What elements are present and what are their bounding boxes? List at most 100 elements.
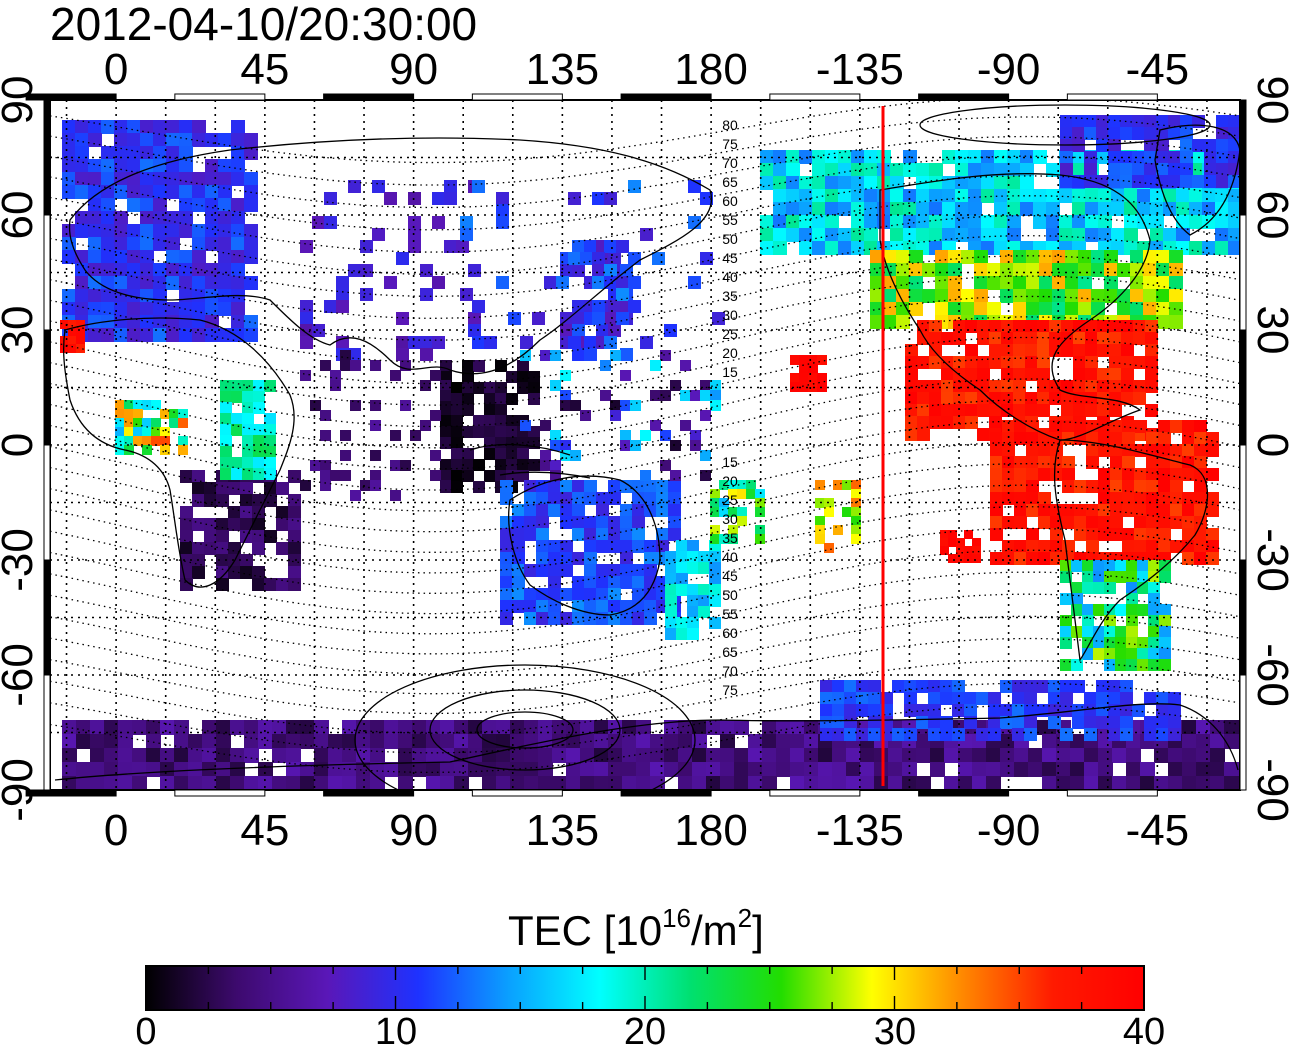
tec-cell-1624 bbox=[940, 530, 949, 539]
tec-cell-1686 bbox=[230, 720, 245, 735]
tec-cell-1227 bbox=[1110, 420, 1123, 433]
tec-cell-1061 bbox=[1145, 320, 1158, 333]
tec-cell-2001 bbox=[272, 776, 287, 790]
tec-cell-2129 bbox=[1132, 704, 1145, 717]
tec-cell-2191 bbox=[300, 240, 313, 253]
tec-cell-1381 bbox=[1050, 540, 1063, 553]
tec-cell-1363 bbox=[990, 528, 1003, 541]
tec-cell-1395 bbox=[1026, 552, 1039, 565]
tec-cell-1964 bbox=[860, 762, 875, 777]
tec-cell-1012 bbox=[1052, 302, 1066, 316]
tec-cell-493 bbox=[524, 516, 537, 529]
tec-cell-914 bbox=[883, 250, 897, 264]
tec-cell-802 bbox=[1124, 202, 1138, 216]
tec-cell-1474 bbox=[1093, 648, 1105, 660]
tec-cell-2367 bbox=[560, 450, 571, 461]
tec-cell-569 bbox=[584, 588, 597, 601]
tec-cell-1925 bbox=[300, 762, 315, 777]
tec-cell-1789 bbox=[594, 734, 609, 749]
tec-cell-2045 bbox=[972, 776, 987, 790]
contour-label-s-50: 50 bbox=[722, 587, 738, 603]
tec-cell-2119 bbox=[1012, 704, 1025, 717]
tec-cell-97 bbox=[179, 211, 193, 225]
tec-cell-357 bbox=[276, 482, 289, 495]
tec-cell-2068 bbox=[916, 680, 929, 693]
tec-cell-121 bbox=[140, 237, 154, 251]
tec-cell-487 bbox=[632, 504, 645, 517]
tec-cell-434 bbox=[264, 424, 276, 436]
tec-cell-101 bbox=[62, 224, 76, 238]
tec-cell-1906 bbox=[1168, 748, 1183, 763]
tec-cell-481 bbox=[536, 504, 549, 517]
tec-cell-832 bbox=[1046, 215, 1060, 229]
tec-cell-786 bbox=[890, 202, 904, 216]
tec-cell-85 bbox=[192, 198, 206, 212]
tec-cell-2093 bbox=[976, 692, 989, 705]
tec-cell-495 bbox=[560, 516, 573, 529]
tec-cell-1487 bbox=[1148, 659, 1160, 671]
tec-cell-389 bbox=[204, 542, 217, 555]
tec-cell-1977 bbox=[1070, 762, 1085, 777]
tec-cell-127 bbox=[231, 237, 245, 251]
tec-cell-1342 bbox=[1158, 504, 1171, 517]
tec-cell-1270 bbox=[1026, 456, 1039, 469]
tec-cell-2138 bbox=[928, 716, 941, 729]
tec-cell-1051 bbox=[1025, 320, 1038, 333]
tec-cell-970 bbox=[1065, 276, 1079, 290]
tec-cell-1141 bbox=[1049, 380, 1062, 393]
tec-cell-28 bbox=[101, 146, 115, 160]
tec-cell-1265 bbox=[1194, 444, 1207, 457]
tec-cell-1955 bbox=[734, 762, 749, 777]
tec-cell-2234 bbox=[496, 204, 509, 217]
tec-cell-1286 bbox=[1038, 468, 1051, 481]
tec-cell-2052 bbox=[1112, 776, 1127, 790]
tec-cell-41 bbox=[114, 159, 128, 173]
tec-cell-1493 bbox=[1108, 115, 1121, 128]
tec-cell-463 bbox=[644, 480, 657, 493]
tec-cell-1194 bbox=[989, 416, 1002, 429]
tec-cell-590 bbox=[500, 612, 513, 625]
tec-cell-515 bbox=[500, 540, 513, 553]
tec-cell-332 bbox=[462, 470, 474, 482]
tec-cell-2029 bbox=[720, 776, 735, 790]
tec-cell-1551 bbox=[1060, 175, 1073, 188]
tec-cell-426 bbox=[220, 413, 232, 425]
tec-cell-2204 bbox=[336, 288, 349, 301]
tec-cell-767 bbox=[1124, 189, 1138, 203]
tec-cell-1596 bbox=[755, 507, 765, 517]
tec-cell-1186 bbox=[1109, 404, 1122, 417]
tec-cell-1388 bbox=[1170, 540, 1183, 553]
tec-cell-2257 bbox=[688, 276, 701, 289]
tec-cell-377 bbox=[252, 518, 265, 531]
tec-cell-450 bbox=[242, 468, 254, 480]
tec-cell-1202 bbox=[905, 428, 918, 441]
tec-cell-977 bbox=[870, 289, 884, 303]
tec-cell-969 bbox=[1052, 276, 1066, 290]
tec-cell-1994 bbox=[174, 776, 189, 790]
tec-cell-1169 bbox=[1133, 392, 1146, 405]
tec-cell-386 bbox=[288, 530, 301, 543]
bottom-lon-label-0: 0 bbox=[104, 806, 128, 855]
tec-cell-216 bbox=[140, 328, 154, 342]
tec-cell-1094 bbox=[1109, 344, 1122, 357]
tec-cell-2333 bbox=[710, 380, 721, 391]
frame-bar-lat-0-0 bbox=[43, 444, 51, 561]
tec-cell-2043 bbox=[944, 776, 959, 790]
tec-cell-915 bbox=[896, 250, 910, 264]
mag-contour-29 bbox=[50, 704, 1240, 774]
tec-cell-1082 bbox=[929, 344, 942, 357]
tec-cell-2058 bbox=[1196, 776, 1211, 790]
tec-cell-584 bbox=[608, 600, 621, 613]
left-lat-label-6: -90 bbox=[0, 758, 42, 822]
tec-cell-1327 bbox=[1194, 492, 1207, 505]
tec-cell-818 bbox=[851, 215, 865, 229]
tec-cell-1410 bbox=[1060, 560, 1072, 572]
tec-cell-753 bbox=[942, 189, 956, 203]
tec-cell-1370 bbox=[1122, 528, 1135, 541]
tec-cell-1063 bbox=[929, 332, 942, 345]
tec-cell-509 bbox=[596, 528, 609, 541]
tec-cell-2066 bbox=[892, 680, 905, 693]
tec-cell-1118 bbox=[965, 368, 978, 381]
tec-cell-2079 bbox=[1096, 680, 1109, 693]
tec-cell-2181 bbox=[384, 192, 397, 205]
